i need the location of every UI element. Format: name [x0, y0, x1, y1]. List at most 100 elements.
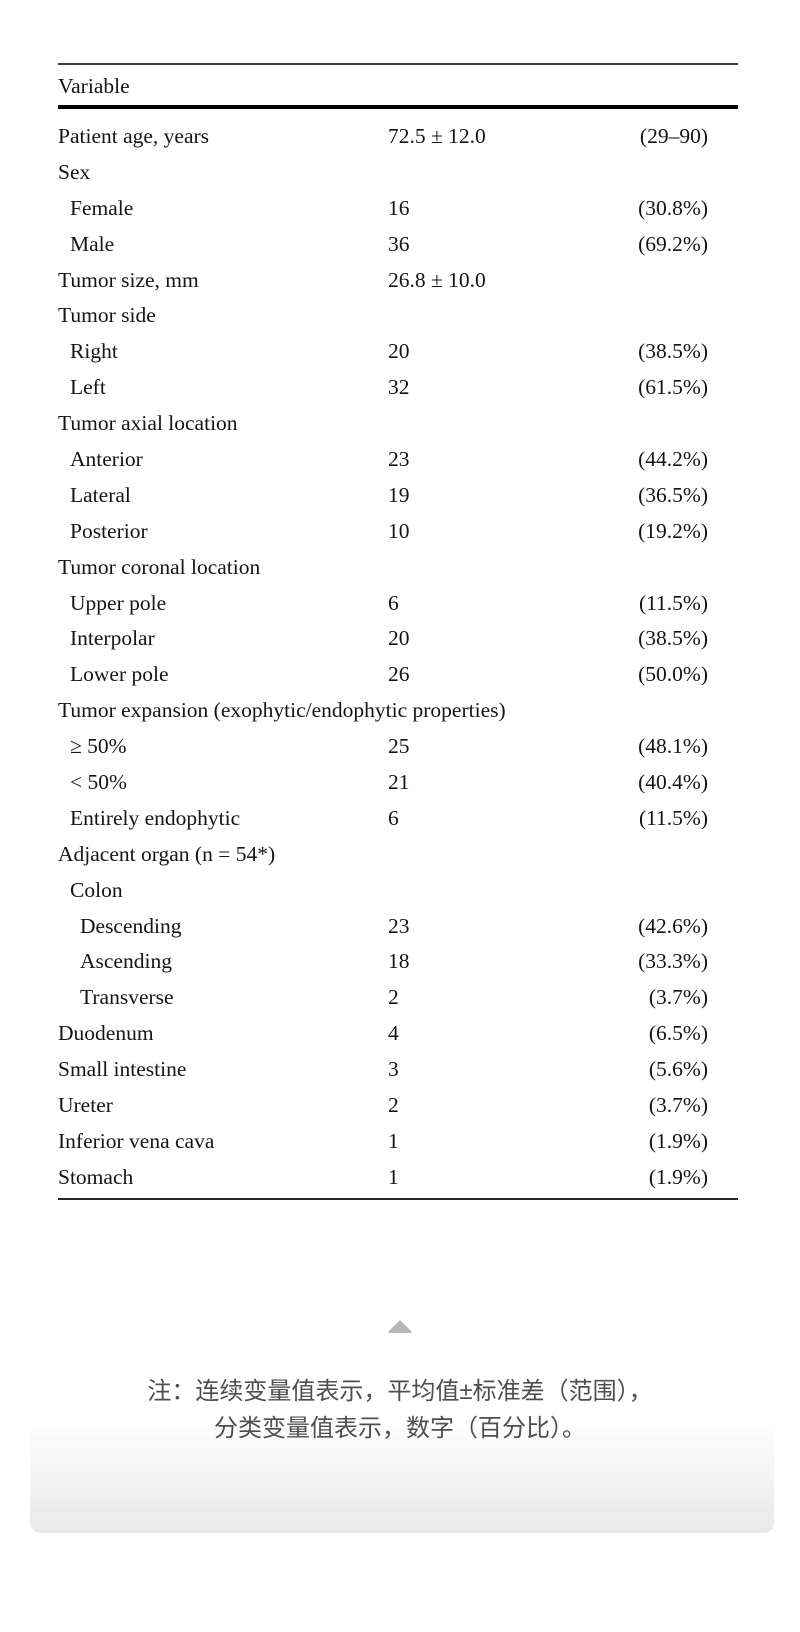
- row-variable-label: Tumor size, mm: [58, 267, 199, 292]
- row-variable-label: Right: [70, 339, 118, 364]
- row-variable-label: Lateral: [70, 482, 131, 507]
- row-percentage: (44.2%): [638, 447, 708, 472]
- row-value: 10: [388, 518, 410, 543]
- row-percentage: (38.5%): [638, 339, 708, 364]
- row-variable-label: Small intestine: [58, 1057, 187, 1082]
- table-row: ≥ 50% 25 (48.1%): [58, 729, 738, 765]
- row-value: 26: [388, 662, 410, 687]
- row-percentage: [618, 406, 738, 442]
- row-percentage: [618, 155, 738, 191]
- row-variable-label: Tumor expansion (exophytic/endophytic pr…: [58, 698, 506, 723]
- row-value: 1: [388, 1128, 399, 1153]
- row-variable-label: ≥ 50%: [70, 734, 127, 759]
- row-variable-label: Female: [70, 195, 134, 220]
- row-variable-label: Male: [70, 231, 115, 256]
- row-value: [388, 155, 618, 191]
- row-percentage: (38.5%): [638, 626, 708, 651]
- row-variable-label: Posterior: [70, 518, 148, 543]
- row-percentage: (50.0%): [638, 662, 708, 687]
- row-percentage: [618, 298, 738, 334]
- row-percentage: (29–90): [639, 124, 708, 148]
- row-percentage: (36.5%): [638, 482, 708, 507]
- row-variable-label: Colon: [70, 877, 123, 902]
- row-percentage: [618, 263, 738, 299]
- table-row: Lateral 19 (36.5%): [58, 478, 738, 514]
- row-percentage: (11.5%): [638, 590, 708, 615]
- row-value: 2: [388, 985, 399, 1010]
- table-row: Tumor expansion (exophytic/endophytic pr…: [58, 693, 738, 729]
- table-row: Upper pole 6 (11.5%): [58, 586, 738, 622]
- table-row: Stomach 1 (1.9%): [58, 1160, 738, 1196]
- table-header-variable: Variable: [58, 73, 130, 98]
- row-value: 32: [388, 375, 410, 400]
- row-variable-label: Transverse: [80, 985, 174, 1010]
- table-row: Left 32 (61.5%): [58, 370, 738, 406]
- table-row: Inferior vena cava 1 (1.9%): [58, 1124, 738, 1160]
- row-percentage: (1.9%): [648, 1128, 708, 1153]
- row-variable-label: Sex: [58, 159, 91, 184]
- table-row: Interpolar 20 (38.5%): [58, 621, 738, 657]
- row-variable-label: Patient age, years: [58, 124, 210, 148]
- table-row: Adjacent organ (n = 54*): [58, 837, 738, 873]
- table-row: Anterior 23 (44.2%): [58, 442, 738, 478]
- row-variable-label: Lower pole: [70, 662, 169, 687]
- row-percentage: (1.9%): [648, 1164, 708, 1189]
- table-footnote: 注：连续变量值表示，平均值±标准差（范围）， 分类变量值表示，数字（百分比）。: [0, 1373, 800, 1447]
- row-percentage: (11.5%): [638, 805, 708, 830]
- table-row: Transverse 2 (3.7%): [58, 980, 738, 1016]
- row-value: 23: [388, 447, 410, 472]
- row-variable-label: Inferior vena cava: [58, 1128, 215, 1153]
- row-value: [388, 873, 618, 909]
- row-value: 21: [388, 770, 410, 795]
- row-percentage: (48.1%): [638, 734, 708, 759]
- row-variable-label: Tumor side: [58, 303, 156, 328]
- table-row: Male 36 (69.2%): [58, 227, 738, 263]
- table-bottom-rule: [58, 1197, 738, 1201]
- table-row: Right 20 (38.5%): [58, 334, 738, 370]
- row-percentage: (5.6%): [648, 1057, 708, 1082]
- row-value: [388, 550, 618, 586]
- row-value: [388, 298, 618, 334]
- row-variable-label: Entirely endophytic: [70, 805, 241, 830]
- table-row: Colon: [58, 873, 738, 909]
- row-percentage: (40.4%): [638, 770, 708, 795]
- table-row: Small intestine 3 (5.6%): [58, 1052, 738, 1088]
- row-variable-label: Anterior: [70, 447, 143, 472]
- table-row: Patient age, years 72.5 ± 12.0 (29–90): [58, 119, 738, 155]
- table-row: Tumor side: [58, 298, 738, 334]
- row-value: 26.8 ± 10.0: [388, 267, 486, 292]
- row-value: 23: [388, 913, 410, 938]
- row-variable-label: Interpolar: [70, 626, 155, 651]
- row-value: [388, 837, 618, 873]
- table-header-row: Variable: [58, 65, 738, 106]
- row-value: 6: [388, 805, 399, 830]
- row-value: 36: [388, 231, 410, 256]
- row-value: 20: [388, 626, 410, 651]
- row-percentage: (6.5%): [648, 1021, 708, 1046]
- table-row: Tumor axial location: [58, 406, 738, 442]
- row-percentage: (3.7%): [648, 1093, 708, 1118]
- footnote-line-1: 注：连续变量值表示，平均值±标准差（范围），: [147, 1378, 653, 1405]
- row-value: [388, 693, 618, 729]
- row-variable-label: Tumor axial location: [58, 411, 238, 436]
- row-value: 25: [388, 734, 410, 759]
- collapse-arrow-icon[interactable]: [387, 1320, 413, 1333]
- table-row: < 50% 21 (40.4%): [58, 765, 738, 801]
- row-variable-label: Stomach: [58, 1164, 134, 1189]
- row-variable-label: < 50%: [70, 770, 127, 795]
- table-row: Lower pole 26 (50.0%): [58, 657, 738, 693]
- row-percentage: (33.3%): [638, 949, 708, 974]
- row-percentage: (69.2%): [638, 231, 708, 256]
- row-percentage: (30.8%): [638, 195, 708, 220]
- row-percentage: (3.7%): [648, 985, 708, 1010]
- row-value: 18: [388, 949, 410, 974]
- footnote-line-2: 分类变量值表示，数字（百分比）。: [214, 1415, 586, 1442]
- row-variable-label: Adjacent organ (n = 54*): [58, 841, 276, 866]
- row-value: 3: [388, 1057, 399, 1082]
- row-value: 20: [388, 339, 410, 364]
- row-variable-label: Ureter: [58, 1093, 113, 1118]
- row-value: 2: [388, 1093, 399, 1118]
- table-body: Patient age, years 72.5 ± 12.0 (29–90) S…: [58, 109, 738, 1196]
- row-variable-label: Ascending: [80, 949, 172, 974]
- row-variable-label: Upper pole: [70, 590, 167, 615]
